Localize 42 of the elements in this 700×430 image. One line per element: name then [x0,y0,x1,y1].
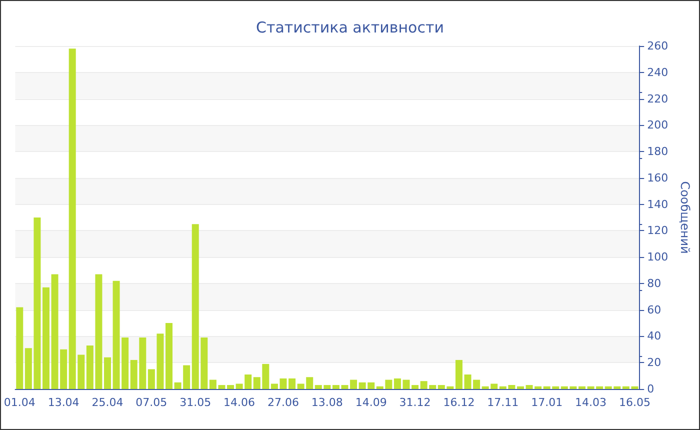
y-tick-label: 40 [647,330,662,343]
bar [578,386,586,389]
y-tick-label: 220 [647,92,668,106]
y-tick-label: 120 [647,224,668,238]
y-tick-label: 140 [647,198,668,211]
y-tick-label: 0 [647,382,654,396]
y-tick-label: 240 [647,66,668,79]
y-axis-title: Сообщений [678,181,692,254]
y-tick-label: 160 [647,171,668,184]
x-tick-label: 16.05 [618,396,650,409]
x-tick-label: 14.09 [355,396,387,409]
y-tick-label: 20 [647,356,662,370]
bar [516,386,524,389]
x-tick-label: 17.01 [531,396,563,409]
bar [104,357,111,389]
bar [16,307,24,389]
x-tick-label: 14.03 [575,396,607,409]
y-tick-label: 100 [647,250,668,264]
bar [288,378,296,389]
x-tick-label: 17.11 [487,396,519,409]
x-tick-label: 14.06 [224,396,256,409]
x-tick-label: 01.04 [4,396,36,409]
x-tick-label: 16.12 [443,396,475,409]
y-tick-label: 80 [647,276,662,290]
y-tick-label: 180 [647,145,668,158]
x-tick-label: 07.05 [136,396,168,409]
x-tick-label: 13.08 [311,396,343,409]
x-tick-label: 31.05 [180,396,212,409]
bar [350,380,358,389]
x-tick-label: 31.12 [399,396,431,409]
x-tick-label: 25.04 [92,396,124,409]
x-tick-label: 27.06 [267,396,299,409]
bar [166,323,173,389]
chart-title: Статистика активности [256,18,444,36]
x-tick-label: 13.04 [48,396,80,409]
y-tick-label: 260 [647,40,668,52]
bar [455,360,462,389]
bar [42,287,50,389]
y-tick-label: 200 [647,118,668,132]
bar [227,385,234,389]
y-tick-label: 60 [647,303,662,316]
bar [394,378,401,389]
